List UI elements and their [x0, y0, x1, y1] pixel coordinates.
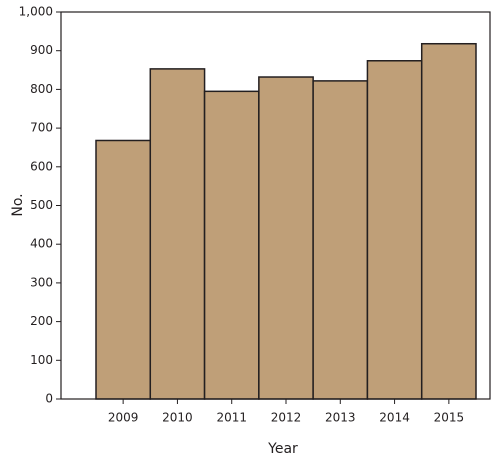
y-tick-label: 900 [30, 43, 53, 57]
y-tick-label: 1,000 [19, 5, 53, 19]
bar [149, 68, 206, 400]
x-tick-label: 2014 [379, 411, 410, 425]
y-tick-label: 200 [30, 314, 53, 328]
x-tick-label: 2015 [434, 411, 465, 425]
bar [203, 90, 260, 400]
bar [420, 42, 477, 400]
x-tick-label: 2011 [216, 411, 247, 425]
x-tick-label: 2010 [162, 411, 193, 425]
y-tick-label: 800 [30, 82, 53, 96]
y-tick-label: 300 [30, 275, 53, 289]
y-axis-title: No. [10, 193, 26, 216]
x-tick-label: 2009 [108, 411, 139, 425]
bar [312, 80, 369, 400]
y-tick-label: 500 [30, 198, 53, 212]
y-tick-label: 400 [30, 237, 53, 251]
y-tick-label: 600 [30, 159, 53, 173]
y-tick-label: 700 [30, 121, 53, 135]
bar [366, 60, 423, 400]
plot-frame [60, 11, 491, 400]
x-tick-label: 2012 [271, 411, 302, 425]
bar [95, 139, 152, 400]
y-tick-label: 100 [30, 353, 53, 367]
y-tick-label: 0 [45, 392, 53, 406]
bar [258, 76, 314, 400]
x-axis-title: Year [267, 441, 298, 457]
x-tick-label: 2013 [325, 411, 356, 425]
